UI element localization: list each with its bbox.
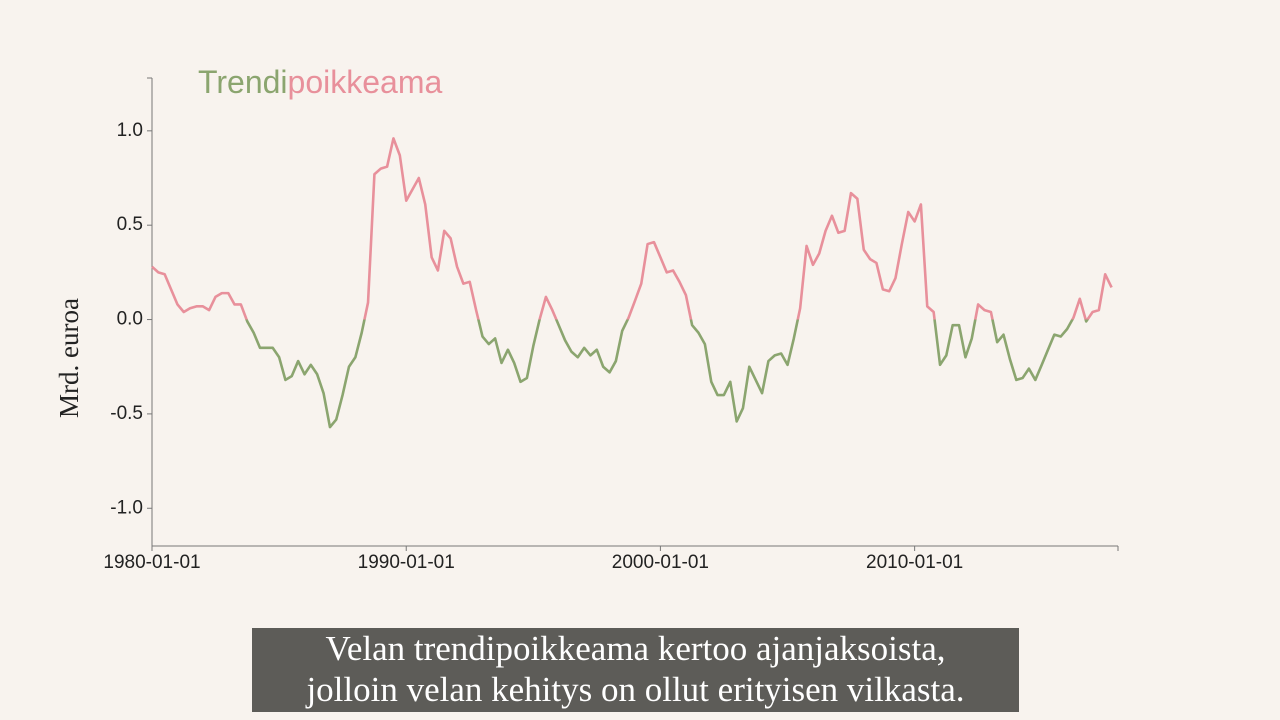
y-tick-label: 0.0 [117,309,143,330]
subtitle-line: Velan trendipoikkeama kertoo ajanjaksois… [325,629,946,668]
title-part: Trendi [198,64,288,100]
title-part: poikkeama [288,64,443,100]
chart-title: Trendipoikkeama [198,64,442,100]
data-line [245,319,1090,429]
subtitle-line: jolloin velan kehitys on ollut erityisen… [306,670,965,709]
y-tick-label: 1.0 [117,120,143,141]
y-tick-label: 0.5 [117,214,143,235]
y-tick-label: -0.5 [110,403,143,424]
x-tick-label: 1990-01-01 [358,552,455,573]
data-line [151,137,1113,320]
x-tick-label: 1980-01-01 [103,552,200,573]
y-axis-label: Mrd. euroa [54,298,84,418]
y-tick-label: -1.0 [110,497,143,518]
x-tick-label: 2000-01-01 [612,552,709,573]
x-tick-label: 2010-01-01 [866,552,963,573]
subtitle-box: Velan trendipoikkeama kertoo ajanjaksois… [252,628,1019,712]
